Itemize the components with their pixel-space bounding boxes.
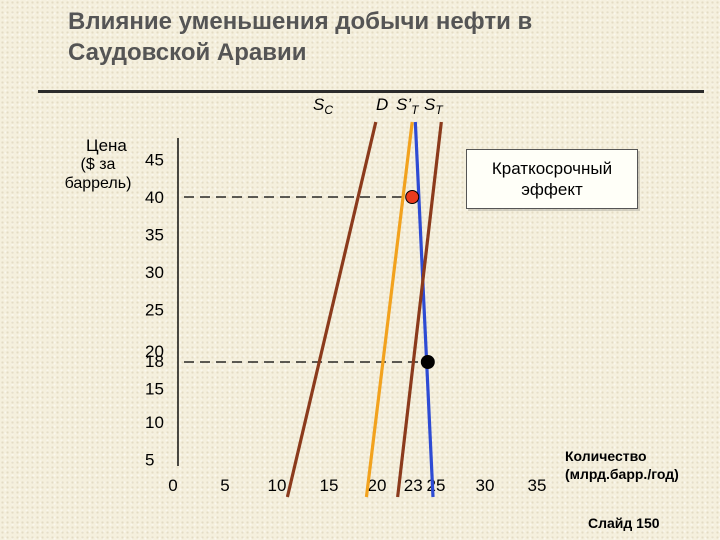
x-tick-label: 23 (404, 476, 423, 495)
x-tick-label: 20 (368, 476, 387, 495)
curve-st_prime (364, 121, 414, 498)
x-tick-label: 35 (528, 476, 547, 495)
y-axis-label-main: Цена (86, 136, 127, 155)
y-tick-label: 20 (145, 342, 164, 361)
x-tick-label: 15 (320, 476, 339, 495)
y-axis-label-units: ($ за баррель) (64, 156, 132, 192)
y-tick-label: 10 (145, 413, 164, 432)
x-tick-label: 5 (220, 476, 229, 495)
x-tick-label: 10 (268, 476, 287, 495)
point-new-equilibrium (405, 190, 420, 204)
curve-label-sc: SC (313, 95, 333, 117)
callout-short-term-effect: Краткосрочный эффект (466, 149, 638, 209)
x-tick-label: 30 (476, 476, 495, 495)
slide-number: Слайд 150 (588, 515, 660, 531)
y-tick-label: 25 (145, 301, 164, 320)
curve-st (396, 121, 443, 498)
x-tick-label: 0 (168, 476, 177, 495)
curve-label-st: ST (424, 95, 444, 117)
curve-d (413, 121, 435, 498)
x-axis-label: Количество (млрд.барр./год) (565, 448, 679, 482)
y-tick-label: 18 (145, 352, 164, 371)
y-tick-label: 5 (145, 451, 154, 470)
curve-label-d: D (376, 95, 388, 114)
y-tick-label: 15 (145, 380, 164, 399)
title-underline (38, 90, 704, 93)
curve-sc (285, 121, 378, 498)
curve-label-st_prime: S’T (396, 95, 420, 117)
y-tick-label: 35 (145, 226, 164, 245)
y-axis-label: Цена ($ за баррель) (48, 136, 148, 193)
slide-title: Влияние уменьшения добычи нефти в Саудов… (68, 8, 533, 66)
point-old-equilibrium (420, 355, 435, 369)
x-tick-label: 25 (427, 476, 446, 495)
y-tick-label: 40 (145, 188, 164, 207)
y-tick-label: 45 (145, 151, 164, 170)
y-tick-label: 30 (145, 263, 164, 282)
